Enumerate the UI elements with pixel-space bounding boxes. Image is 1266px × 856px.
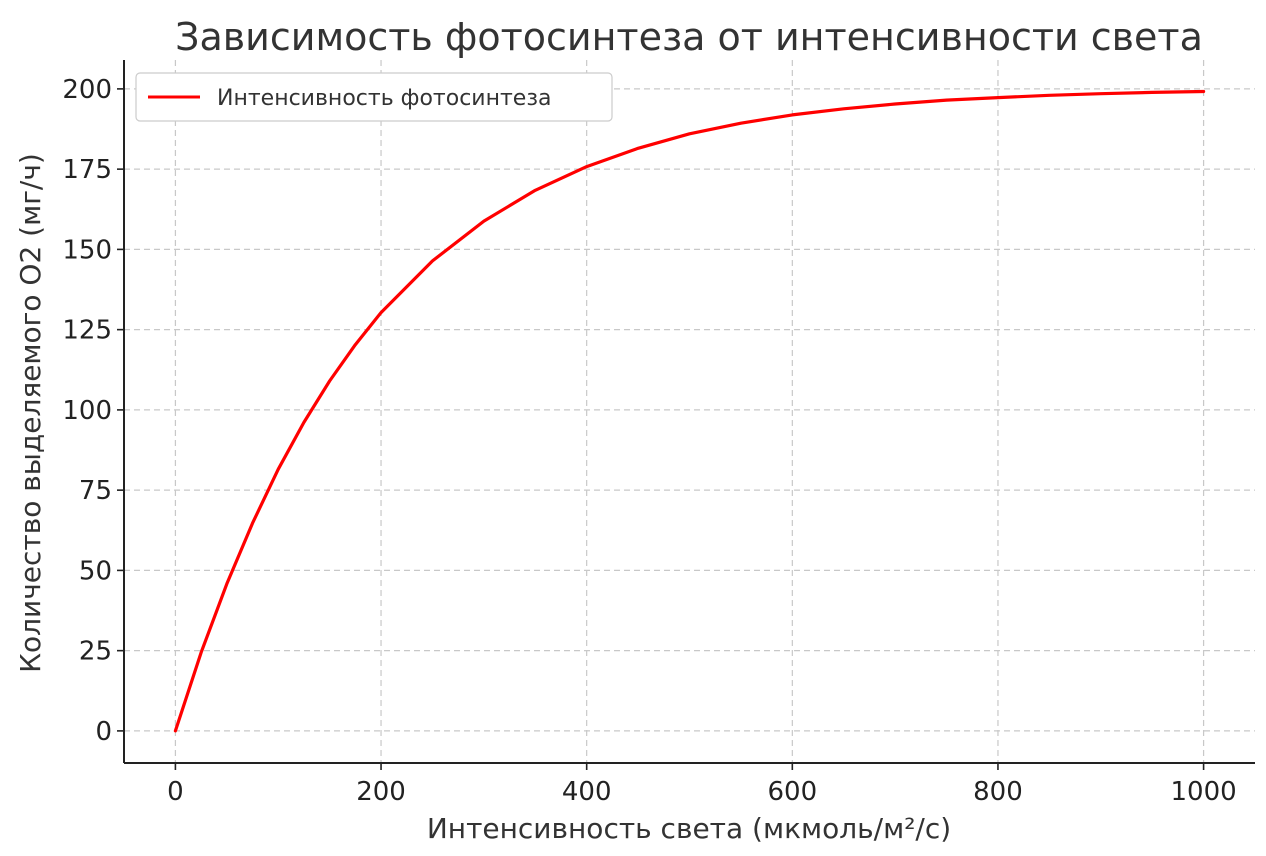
y-tick-label: 0	[95, 717, 112, 747]
y-tick-label: 75	[79, 476, 112, 506]
axes	[117, 60, 1255, 770]
series-line	[173, 89, 1206, 733]
x-axis-label: Интенсивность света (мкмоль/м²/с)	[427, 812, 951, 845]
x-tick-label: 600	[767, 777, 817, 807]
grid	[124, 60, 1255, 763]
y-tick-label: 100	[62, 396, 112, 426]
y-axis-label: Количество выделяемого О2 (мг/ч)	[14, 153, 47, 673]
x-tick-label: 200	[356, 777, 406, 807]
legend-label: Интенсивность фотосинтеза	[217, 86, 552, 111]
x-tick-label: 400	[562, 777, 612, 807]
x-tick-label: 800	[973, 777, 1023, 807]
x-tick-label: 1000	[1171, 777, 1237, 807]
chart-title: Зависимость фотосинтеза от интенсивности…	[175, 15, 1203, 59]
legend: Интенсивность фотосинтеза	[135, 72, 613, 122]
tick-labels: 0 200 400 600 800 1000 0 25 50 75 100 125 150 175 200	[62, 75, 1236, 807]
y-tick-label: 150	[62, 235, 112, 265]
y-tick-label: 25	[79, 637, 112, 667]
x-tick-label: 0	[167, 777, 184, 807]
y-tick-label: 200	[62, 75, 112, 105]
y-tick-label: 125	[62, 316, 112, 346]
y-tick-label: 175	[62, 155, 112, 185]
legend-box	[135, 72, 613, 122]
y-tick-label: 50	[79, 556, 112, 586]
series-layer	[173, 89, 1206, 733]
